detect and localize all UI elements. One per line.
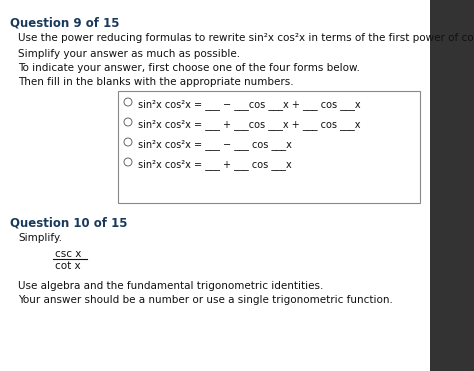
- Text: Simplify.: Simplify.: [18, 233, 62, 243]
- Circle shape: [124, 118, 132, 126]
- Text: Use the power reducing formulas to rewrite sin²x cos²x in terms of the first pow: Use the power reducing formulas to rewri…: [18, 33, 474, 43]
- Text: Question 9 of 15: Question 9 of 15: [10, 16, 119, 29]
- Text: Simplify your answer as much as possible.: Simplify your answer as much as possible…: [18, 49, 240, 59]
- Text: Then fill in the blanks with the appropriate numbers.: Then fill in the blanks with the appropr…: [18, 77, 293, 87]
- Text: Your answer should be a number or use a single trigonometric function.: Your answer should be a number or use a …: [18, 295, 393, 305]
- Text: Use algebra and the fundamental trigonometric identities.: Use algebra and the fundamental trigonom…: [18, 281, 323, 291]
- Text: cot x: cot x: [55, 261, 81, 271]
- Text: sin²x cos²x = ___ + ___cos ___x + ___ cos ___x: sin²x cos²x = ___ + ___cos ___x + ___ co…: [138, 119, 361, 130]
- Text: csc x: csc x: [55, 249, 82, 259]
- Text: sin²x cos²x = ___ − ___cos ___x + ___ cos ___x: sin²x cos²x = ___ − ___cos ___x + ___ co…: [138, 99, 361, 110]
- Text: sin²x cos²x = ___ + ___ cos ___x: sin²x cos²x = ___ + ___ cos ___x: [138, 159, 292, 170]
- Text: To indicate your answer, first choose one of the four forms below.: To indicate your answer, first choose on…: [18, 63, 360, 73]
- Text: Question 10 of 15: Question 10 of 15: [10, 216, 128, 229]
- Circle shape: [124, 138, 132, 146]
- Text: sin²x cos²x = ___ − ___ cos ___x: sin²x cos²x = ___ − ___ cos ___x: [138, 139, 292, 150]
- Bar: [430, 0, 474, 371]
- Circle shape: [124, 98, 132, 106]
- Bar: [118, 91, 420, 203]
- Circle shape: [124, 158, 132, 166]
